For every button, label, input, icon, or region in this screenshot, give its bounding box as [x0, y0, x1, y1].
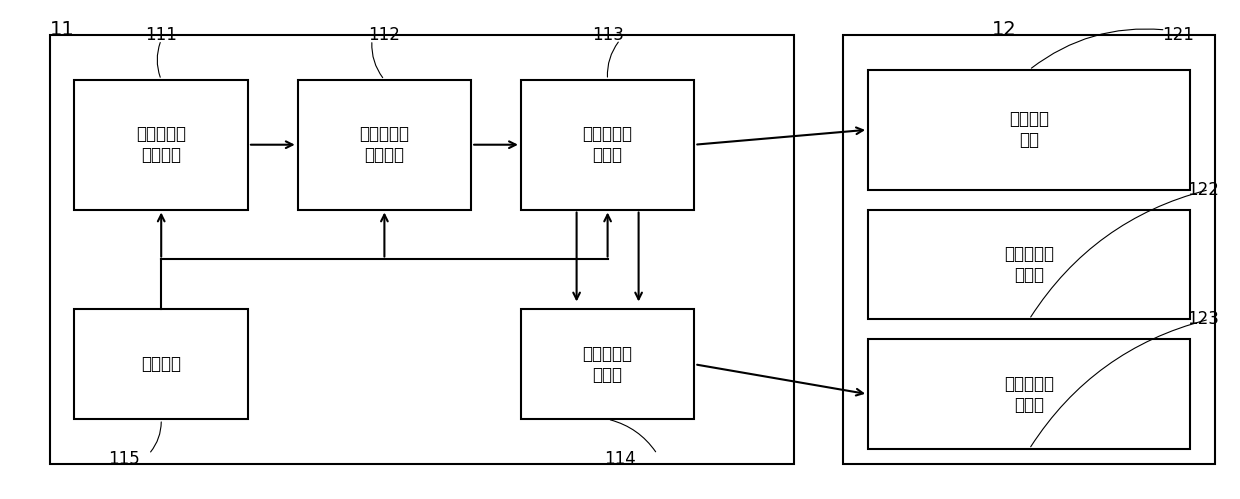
Text: 单稳态脉冲
延时电路: 单稳态脉冲 延时电路	[360, 125, 409, 164]
Text: 信号处理电
路模块: 信号处理电 路模块	[1004, 375, 1054, 414]
FancyBboxPatch shape	[74, 309, 248, 419]
FancyBboxPatch shape	[521, 309, 694, 419]
Text: 115: 115	[108, 450, 140, 468]
Text: 123: 123	[1187, 310, 1219, 328]
Text: 雷达混频输
出模块: 雷达混频输 出模块	[1004, 245, 1054, 284]
FancyBboxPatch shape	[521, 80, 694, 210]
Text: 单稳态脉冲
产生电路: 单稳态脉冲 产生电路	[136, 125, 186, 164]
FancyBboxPatch shape	[868, 339, 1190, 449]
FancyBboxPatch shape	[50, 35, 794, 464]
FancyBboxPatch shape	[868, 70, 1190, 190]
Text: 122: 122	[1187, 181, 1219, 199]
FancyBboxPatch shape	[74, 80, 248, 210]
FancyBboxPatch shape	[868, 210, 1190, 319]
Text: 回波脉冲选
通电路: 回波脉冲选 通电路	[583, 345, 632, 384]
Text: 112: 112	[368, 26, 401, 44]
Text: 111: 111	[145, 26, 177, 44]
Text: 雷达激励
电路: 雷达激励 电路	[1009, 110, 1049, 149]
Text: 12: 12	[992, 20, 1017, 39]
Text: 11: 11	[50, 20, 74, 39]
FancyBboxPatch shape	[298, 80, 471, 210]
Text: 电源电路: 电源电路	[141, 355, 181, 373]
Text: 113: 113	[591, 26, 624, 44]
Text: 114: 114	[604, 450, 636, 468]
FancyBboxPatch shape	[843, 35, 1215, 464]
Text: 121: 121	[1162, 26, 1194, 44]
Text: 激励脉冲输
出电路: 激励脉冲输 出电路	[583, 125, 632, 164]
